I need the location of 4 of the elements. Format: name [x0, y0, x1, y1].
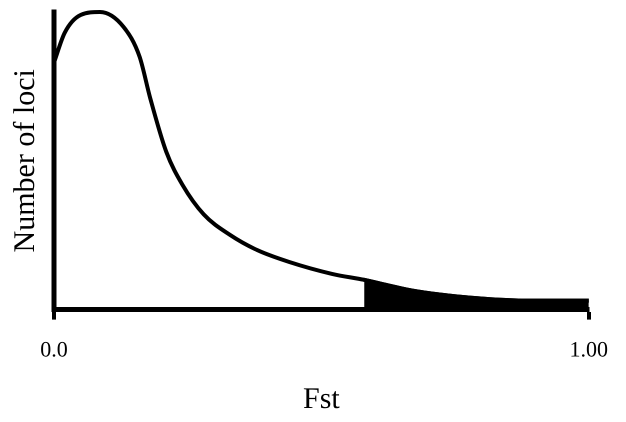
y-axis-title: Number of loci [8, 69, 41, 252]
x-tick-label: 1.00 [570, 336, 608, 362]
x-tick-label: 0.0 [40, 336, 68, 362]
x-axis-title: Fst [303, 382, 340, 415]
